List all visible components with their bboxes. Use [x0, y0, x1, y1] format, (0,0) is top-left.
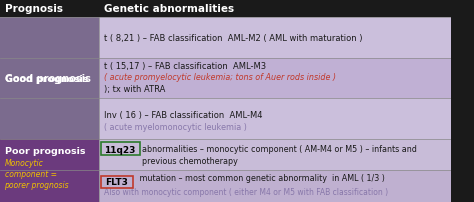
- FancyBboxPatch shape: [100, 142, 140, 156]
- FancyBboxPatch shape: [0, 0, 451, 18]
- Bar: [0, 139, 99, 202]
- Bar: [0, 18, 99, 139]
- Text: ( acute myelomonocytic leukemia ): ( acute myelomonocytic leukemia ): [104, 123, 246, 132]
- Bar: [0, 18, 451, 59]
- Text: ); tx with ATRA: ); tx with ATRA: [104, 84, 165, 93]
- Text: ( acute promyelocytic leukemia; tons of Auer rods inside ): ( acute promyelocytic leukemia; tons of …: [104, 72, 336, 81]
- Bar: [0, 170, 451, 202]
- Text: Genetic abnormalities: Genetic abnormalities: [104, 4, 234, 14]
- Text: 11q23: 11q23: [104, 145, 135, 154]
- Text: previous chemotherapy: previous chemotherapy: [142, 156, 238, 165]
- Text: Prognosis: Prognosis: [5, 4, 63, 14]
- Text: t ( 8,21 ) – FAB classification  AML-M2 ( AML with maturation ): t ( 8,21 ) – FAB classification AML-M2 (…: [104, 34, 362, 43]
- Text: Good prognosis: Good prognosis: [5, 74, 91, 84]
- Text: mutation – most common genetic abnormality  in AML ( 1/3 ): mutation – most common genetic abnormali…: [137, 173, 384, 182]
- Bar: [0, 139, 451, 170]
- Text: abnormalities – monocytic component ( AM-M4 or M5 ) – infants and: abnormalities – monocytic component ( AM…: [142, 144, 417, 153]
- Bar: [0, 99, 451, 139]
- Text: Monocytic
component =
poorer prognosis: Monocytic component = poorer prognosis: [5, 158, 69, 189]
- Text: Also with monocytic component ( either M4 or M5 with FAB classification ): Also with monocytic component ( either M…: [104, 187, 388, 196]
- Text: Poor prognosis: Poor prognosis: [5, 146, 85, 155]
- FancyBboxPatch shape: [100, 176, 133, 188]
- Text: Good prognosis: Good prognosis: [5, 74, 88, 83]
- Text: FLT3: FLT3: [105, 177, 128, 186]
- Bar: [0, 59, 451, 99]
- Text: Inv ( 16 ) – FAB classification  AML-M4: Inv ( 16 ) – FAB classification AML-M4: [104, 111, 265, 120]
- Text: t ( 15,17 ) – FAB classification  AML-M3: t ( 15,17 ) – FAB classification AML-M3: [104, 62, 268, 71]
